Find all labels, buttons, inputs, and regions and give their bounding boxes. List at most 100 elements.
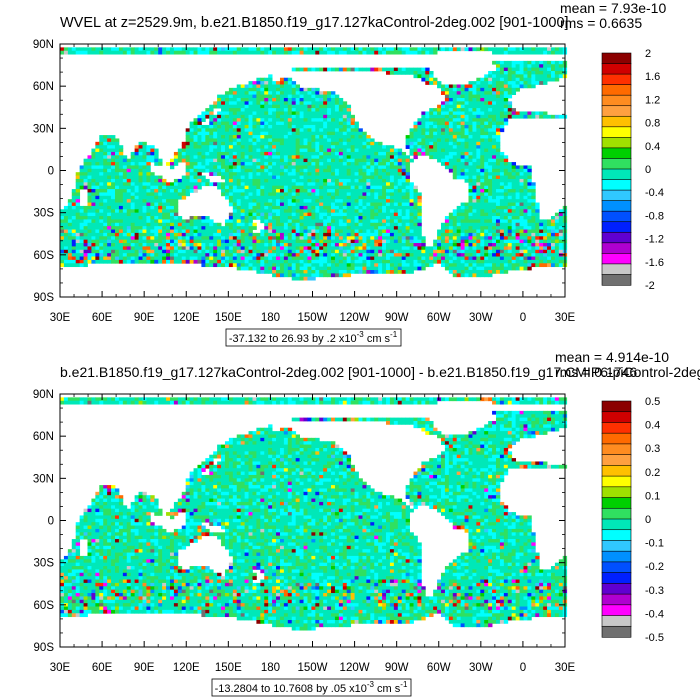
field-cell xyxy=(452,165,458,170)
field-cell xyxy=(327,118,332,122)
field-cell xyxy=(244,172,249,176)
field-cell xyxy=(240,145,246,149)
field-cell xyxy=(169,192,175,197)
field-cell xyxy=(122,253,128,257)
field-cell xyxy=(448,101,454,106)
field-cell xyxy=(118,47,124,52)
field-cell xyxy=(421,239,426,244)
field-cell xyxy=(130,162,136,166)
field-cell xyxy=(291,243,297,247)
field-cell xyxy=(362,145,367,149)
field-cell xyxy=(492,216,497,220)
field-cell xyxy=(476,114,481,119)
field-cell xyxy=(205,151,210,156)
field-cell xyxy=(370,165,375,170)
field-cell xyxy=(283,97,289,102)
field-cell xyxy=(452,47,458,52)
field-cell xyxy=(107,162,112,166)
field-cell xyxy=(342,131,348,136)
field-cell xyxy=(307,91,312,95)
field-cell xyxy=(464,162,469,166)
field-cell xyxy=(464,209,469,214)
field-cell xyxy=(452,91,458,95)
field-cell xyxy=(236,219,242,224)
field-cell xyxy=(484,199,489,203)
field-cell xyxy=(307,104,312,109)
field-cell xyxy=(495,232,501,237)
field-cell xyxy=(272,165,277,170)
field-cell xyxy=(334,104,340,109)
field-cell xyxy=(103,145,108,149)
field-cell xyxy=(488,202,493,207)
field-cell xyxy=(464,145,469,149)
field-cell xyxy=(476,178,481,183)
field-cell xyxy=(358,175,363,180)
field-cell xyxy=(523,64,528,69)
field-cell xyxy=(193,189,198,193)
field-cell xyxy=(448,97,454,102)
field-cell xyxy=(334,216,340,220)
field-cell xyxy=(114,47,120,52)
field-cell xyxy=(146,182,151,187)
field-cell xyxy=(252,243,257,247)
field-cell xyxy=(189,175,194,180)
field-cell xyxy=(256,189,261,193)
field-cell xyxy=(244,226,249,230)
field-cell xyxy=(503,94,509,99)
field-cell xyxy=(397,209,403,214)
field-cell xyxy=(511,189,517,193)
field-cell xyxy=(240,232,246,237)
field-cell xyxy=(425,121,430,126)
field-cell xyxy=(87,185,92,190)
field-cell xyxy=(480,165,485,170)
field-cell xyxy=(468,162,473,166)
field-cell xyxy=(134,249,139,254)
field-cell xyxy=(287,47,293,52)
field-cell xyxy=(173,212,179,217)
field-cell xyxy=(272,212,277,217)
field-cell xyxy=(291,226,297,230)
field-cell xyxy=(393,148,399,153)
field-cell xyxy=(276,155,281,160)
field-cell xyxy=(413,239,418,244)
field-cell xyxy=(492,74,497,79)
field-cell xyxy=(338,47,344,52)
field-cell xyxy=(366,50,371,55)
field-cell xyxy=(244,182,249,187)
field-cell xyxy=(319,236,324,241)
field-cell xyxy=(342,189,348,193)
field-cell xyxy=(87,205,92,210)
field-cell xyxy=(464,151,469,156)
field-cell xyxy=(366,178,371,183)
field-cell xyxy=(511,74,517,79)
field-cell xyxy=(114,246,120,251)
field-cell xyxy=(169,249,175,254)
field-cell xyxy=(417,118,422,122)
field-cell xyxy=(303,151,308,156)
field-cell xyxy=(71,246,77,251)
field-cell xyxy=(256,111,261,116)
field-cell xyxy=(495,77,501,82)
field-cell xyxy=(228,165,234,170)
field-cell xyxy=(272,229,277,234)
field-cell xyxy=(185,131,191,136)
field-cell xyxy=(311,131,316,136)
field-cell xyxy=(425,47,430,52)
field-cell xyxy=(307,165,312,170)
field-cell xyxy=(378,185,383,190)
field-cell xyxy=(507,64,513,69)
field-cell xyxy=(350,189,355,193)
field-cell xyxy=(248,141,253,146)
field-cell xyxy=(201,135,206,139)
field-cell xyxy=(272,114,277,119)
field-cell xyxy=(311,219,316,224)
field-cell xyxy=(228,236,234,241)
field-cell xyxy=(331,91,336,95)
field-cell xyxy=(476,172,481,176)
field-cell xyxy=(87,47,92,52)
field-cell xyxy=(342,158,348,163)
field-cell xyxy=(130,192,136,197)
field-cell xyxy=(71,199,77,203)
field-cell xyxy=(240,205,246,210)
field-cell xyxy=(240,199,246,203)
